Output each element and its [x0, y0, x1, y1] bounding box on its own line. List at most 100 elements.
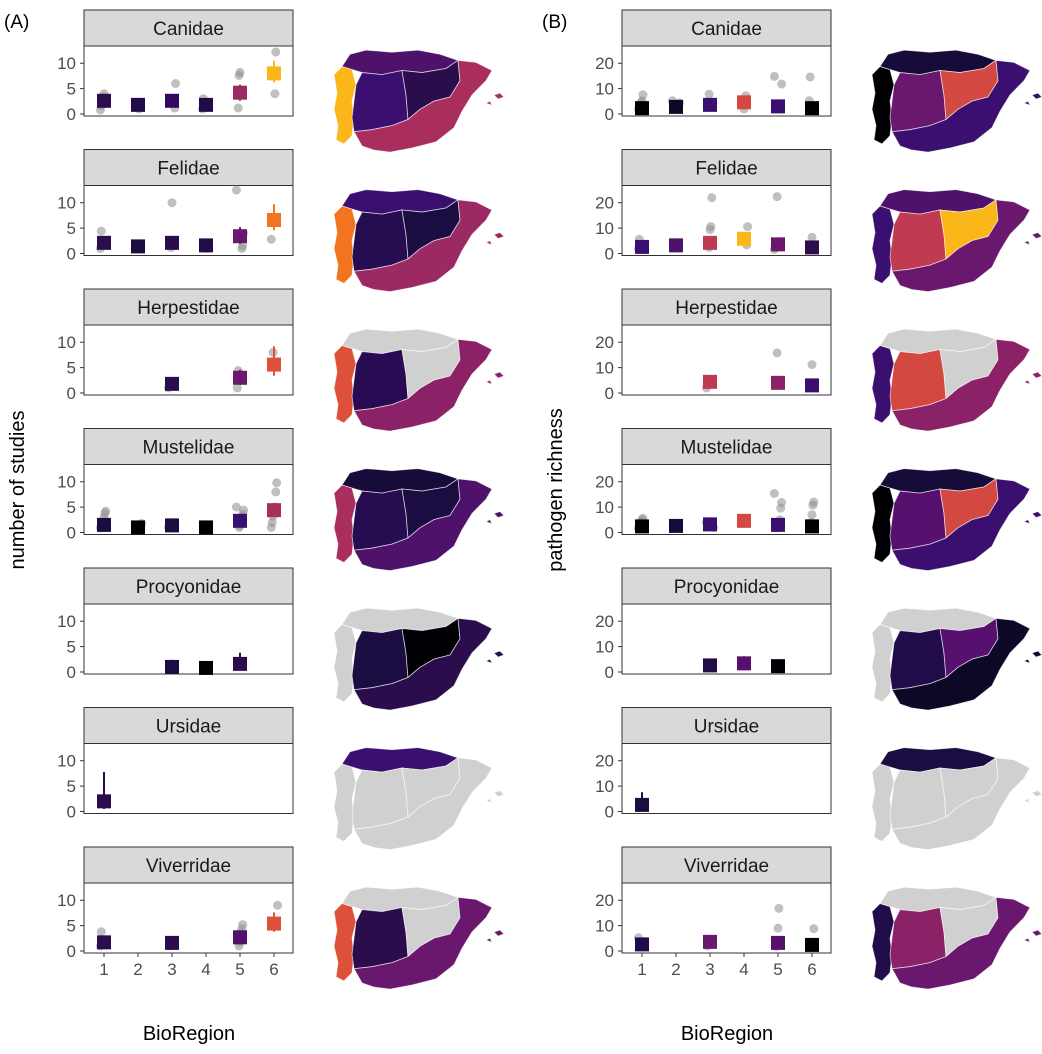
y-tick-label: 20: [595, 891, 614, 910]
facet-strip: [621, 567, 832, 605]
mean-marker: [635, 797, 649, 812]
map-region-r6: [484, 231, 505, 246]
raw-point: [239, 505, 249, 515]
y-tick-label: 20: [595, 194, 614, 213]
mean-marker: [199, 520, 213, 535]
facet-herpestidae: Herpestidae 0 5 10: [57, 288, 294, 403]
raw-point: [266, 234, 276, 244]
mean-marker: [669, 99, 683, 114]
raw-point: [167, 198, 177, 208]
map-region-r1: [871, 484, 895, 563]
map-region-r1: [333, 763, 357, 842]
mean-marker: [165, 235, 179, 250]
raw-point: [706, 222, 716, 232]
x-tick-label: 1: [637, 960, 646, 979]
mean-marker: [131, 239, 145, 254]
y-tick-label: 10: [595, 219, 614, 238]
mean-marker: [267, 503, 281, 518]
raw-point: [101, 506, 111, 516]
mean-marker: [97, 935, 111, 950]
map-region-r6: [484, 929, 505, 943]
facet-canidae: Canidae 0 10 20: [595, 9, 832, 124]
facet-strip-label: Canidae: [153, 19, 224, 40]
x-tick-label: 3: [705, 960, 714, 979]
facet-plot-frame: [83, 45, 294, 117]
mean-marker: [771, 517, 785, 532]
y-tick-label: 0: [605, 663, 614, 682]
y-tick-label: 10: [57, 54, 76, 73]
facet-ursidae: Ursidae 0 5 10: [57, 707, 294, 822]
region-map-viverridae: [871, 886, 1042, 990]
map-region-r1: [333, 902, 357, 982]
facet-strip: [83, 707, 294, 744]
mean-marker: [199, 97, 213, 112]
mean-marker: [165, 518, 179, 533]
facet-strip: [83, 567, 294, 605]
facet-canidae: Canidae 0 5 10: [57, 9, 294, 124]
mean-marker: [737, 656, 751, 671]
y-tick-label: 5: [67, 777, 76, 796]
facet-strip-label: Mustelidae: [681, 438, 773, 459]
y-tick-label: 20: [595, 612, 614, 631]
facet-plot-frame: [621, 743, 832, 814]
y-tick-label: 20: [595, 473, 614, 492]
facet-strip: [83, 288, 294, 326]
facet-procyonidae: Procyonidae 0 5 10: [57, 567, 294, 682]
mean-marker: [165, 935, 179, 950]
region-map-procyonidae: [333, 607, 505, 711]
facet-plot-frame: [83, 464, 294, 535]
x-tick-label: 6: [807, 960, 816, 979]
y-tick-label: 5: [67, 80, 76, 99]
panel-b-facets: Canidae01020Felidae01020Herpestidae01020…: [595, 9, 832, 979]
x-tick-label: 3: [167, 960, 176, 979]
raw-point: [638, 90, 648, 100]
facet-strip-label: Herpestidae: [137, 298, 239, 319]
y-tick-label: 0: [67, 803, 76, 822]
mean-marker: [635, 937, 649, 952]
facet-procyonidae: Procyonidae 0 10 20: [595, 567, 832, 682]
raw-point: [707, 193, 717, 203]
mean-marker: [805, 519, 819, 534]
mean-marker: [131, 97, 145, 112]
x-tick-label: 5: [235, 960, 244, 979]
mean-marker: [703, 934, 717, 949]
mean-marker: [737, 231, 751, 246]
x-tick-label: 4: [739, 960, 748, 979]
map-region-r5: [891, 59, 1031, 153]
map-region-r5: [891, 199, 1031, 293]
mean-marker: [233, 229, 247, 244]
y-tick-label: 10: [595, 638, 614, 657]
panel-a-facets: Canidae0510Felidae0510Herpestidae0510Mus…: [57, 9, 294, 979]
y-tick-label: 5: [67, 638, 76, 657]
y-tick-label: 10: [57, 752, 76, 771]
map-region-r5: [353, 896, 493, 990]
panel-a-maps: [333, 49, 505, 990]
panel-b-tag: (B): [542, 12, 567, 33]
raw-point: [270, 89, 280, 99]
y-tick-label: 10: [57, 473, 76, 492]
mean-marker: [233, 85, 247, 100]
raw-point: [807, 510, 817, 520]
mean-marker: [131, 520, 145, 535]
panel-a-ylabel: number of studies: [7, 411, 29, 570]
y-tick-label: 0: [67, 663, 76, 682]
raw-point: [96, 927, 106, 937]
map-region-r1: [333, 344, 357, 424]
mean-marker: [771, 237, 785, 252]
mean-marker: [165, 93, 179, 108]
region-map-felidae: [333, 189, 505, 293]
facet-strip: [621, 846, 832, 884]
raw-point: [271, 47, 281, 57]
mean-marker: [669, 518, 683, 533]
raw-point: [773, 923, 783, 933]
x-tick-label: 2: [133, 960, 142, 979]
map-region-r1: [871, 344, 895, 424]
mean-marker: [771, 935, 785, 950]
raw-point: [273, 900, 283, 910]
region-map-mustelidae: [871, 468, 1042, 572]
mean-marker: [669, 238, 683, 253]
map-region-r1: [871, 65, 895, 145]
facet-mustelidae: Mustelidae 0 10 20: [595, 428, 832, 543]
raw-point: [807, 360, 817, 370]
y-tick-label: 10: [595, 359, 614, 378]
